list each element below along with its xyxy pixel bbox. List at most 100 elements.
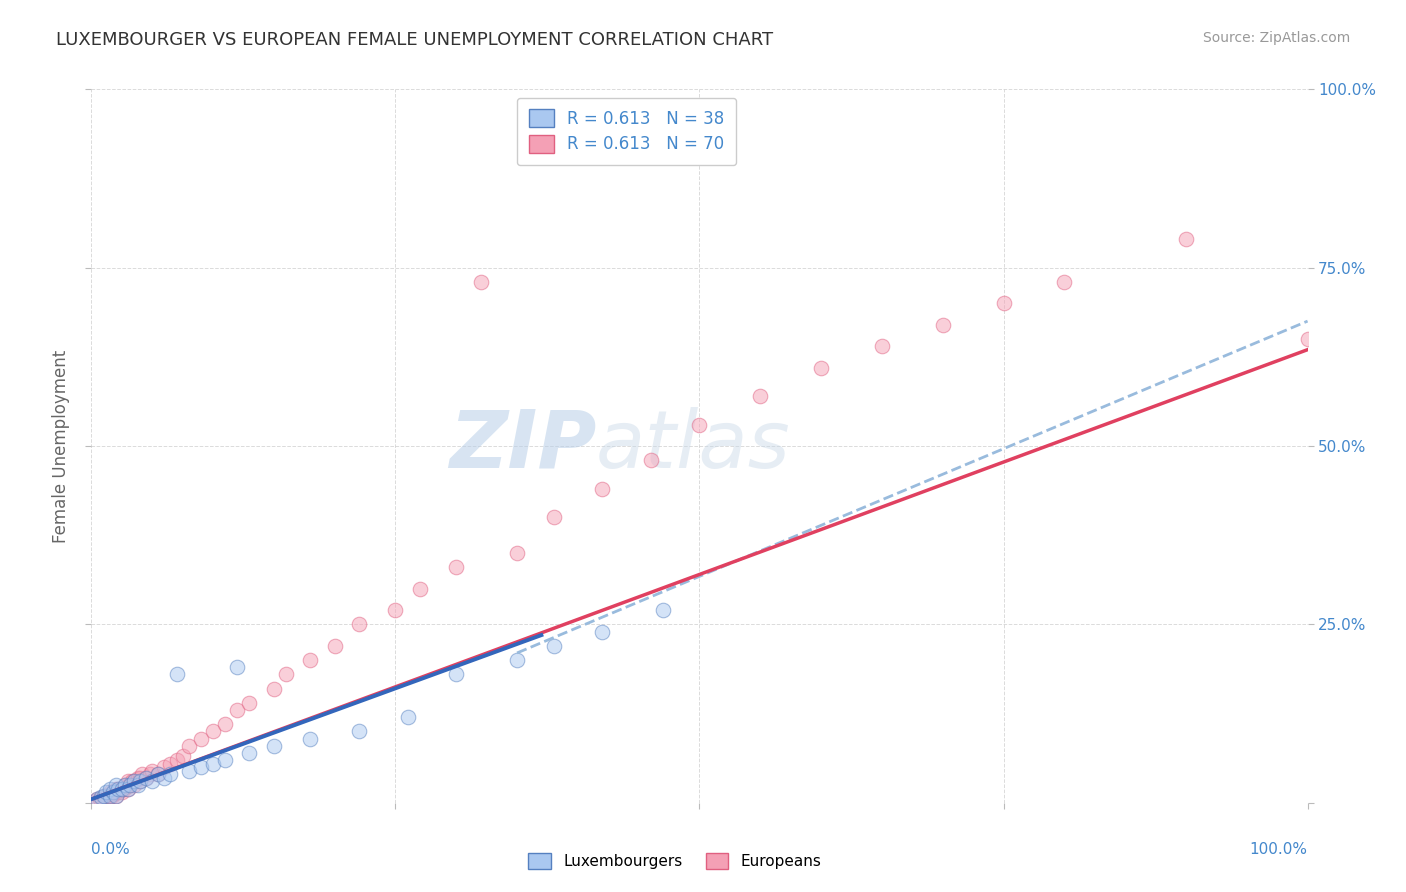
Point (159, 756, 181, 771)
Point (129, 774, 152, 789)
Point (172, 749, 194, 764)
Point (114, 778, 136, 792)
Point (107, 785, 129, 799)
Point (384, 603, 406, 617)
Point (90, 790, 112, 805)
Point (153, 760, 176, 774)
Point (89, 791, 111, 805)
Point (543, 510, 565, 524)
Legend: R = 0.613   N = 38, R = 0.613   N = 70: R = 0.613 N = 38, R = 0.613 N = 70 (517, 97, 735, 165)
Point (166, 753, 188, 767)
Point (131, 767, 153, 781)
Point (1296, 332, 1319, 346)
Point (396, 710, 419, 724)
Point (141, 774, 163, 789)
Point (122, 774, 145, 789)
Point (84, 794, 107, 808)
Point (98, 785, 121, 799)
Point (104, 781, 127, 796)
Point (810, 360, 832, 375)
Point (129, 771, 152, 785)
Point (141, 764, 163, 778)
Point (93, 792, 115, 806)
Point (177, 764, 200, 778)
Point (148, 767, 170, 781)
Point (166, 667, 188, 681)
Point (135, 771, 157, 785)
Point (86, 792, 108, 806)
Point (104, 778, 127, 792)
Point (121, 774, 143, 789)
Point (226, 703, 249, 717)
Point (117, 778, 139, 792)
Point (135, 771, 157, 785)
Point (591, 482, 613, 496)
Point (104, 789, 127, 803)
Point (86, 792, 108, 806)
Point (870, 339, 893, 353)
Point (506, 546, 529, 560)
Point (190, 760, 212, 774)
Point (202, 724, 225, 739)
Point (98, 787, 121, 801)
Point (96, 789, 118, 803)
Point (543, 639, 565, 653)
Point (177, 739, 200, 753)
Point (202, 756, 225, 771)
Text: 100.0%: 100.0% (1250, 842, 1308, 857)
Text: atlas: atlas (596, 407, 790, 485)
Point (120, 778, 142, 792)
Point (93, 789, 115, 803)
Point (122, 774, 145, 789)
Point (93, 790, 115, 805)
Point (98, 789, 121, 803)
Point (112, 781, 135, 796)
Point (101, 789, 124, 803)
Point (238, 746, 260, 760)
Point (117, 781, 139, 796)
Point (111, 781, 134, 796)
Point (127, 778, 149, 792)
Point (591, 624, 613, 639)
Text: 0.0%: 0.0% (91, 842, 131, 857)
Point (117, 774, 139, 789)
Point (274, 667, 297, 681)
Point (347, 724, 370, 739)
Point (444, 560, 467, 574)
Point (263, 739, 285, 753)
Point (108, 783, 131, 797)
Point (94, 790, 117, 805)
Point (506, 653, 529, 667)
Point (323, 639, 346, 653)
Point (263, 681, 285, 696)
Point (127, 771, 149, 785)
Point (444, 667, 467, 681)
Legend: Luxembourgers, Europeans: Luxembourgers, Europeans (522, 847, 828, 875)
Point (104, 789, 127, 803)
Point (749, 389, 772, 403)
Point (931, 318, 953, 332)
Text: Source: ZipAtlas.com: Source: ZipAtlas.com (1202, 31, 1350, 45)
Point (347, 617, 370, 632)
Point (103, 787, 125, 801)
Point (94, 785, 117, 799)
Point (117, 781, 139, 796)
Point (1053, 275, 1076, 289)
Point (90, 790, 112, 805)
Point (129, 774, 152, 789)
Point (226, 660, 249, 674)
Point (299, 653, 322, 667)
Point (104, 785, 127, 799)
Point (111, 785, 134, 799)
Text: ZIP: ZIP (449, 407, 596, 485)
Point (98, 790, 121, 805)
Point (148, 767, 170, 781)
Point (159, 767, 181, 781)
Point (238, 696, 260, 710)
Point (122, 778, 145, 792)
Point (470, 275, 492, 289)
Point (120, 778, 142, 792)
Point (107, 781, 129, 796)
Point (190, 731, 212, 746)
Point (214, 753, 236, 767)
